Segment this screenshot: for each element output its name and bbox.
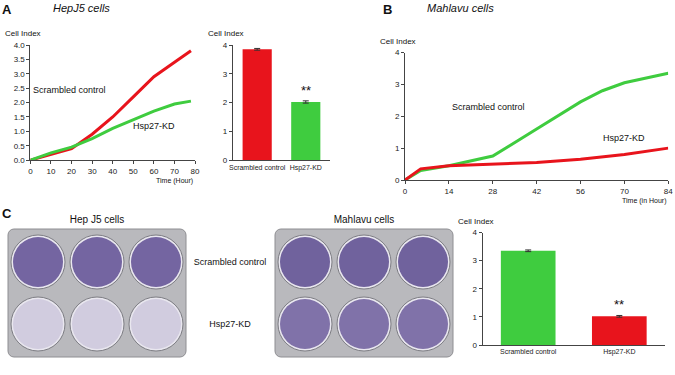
svg-text:Mahlavu cells: Mahlavu cells (334, 214, 395, 225)
svg-text:80: 80 (191, 167, 200, 176)
svg-text:2.0: 2.0 (14, 98, 26, 107)
svg-text:Mahlavu cells: Mahlavu cells (427, 2, 494, 14)
svg-text:1: 1 (223, 127, 228, 136)
svg-text:Cell Index: Cell Index (380, 37, 416, 46)
svg-text:4: 4 (473, 228, 478, 237)
svg-text:1: 1 (395, 144, 400, 153)
svg-text:3: 3 (395, 80, 400, 89)
svg-text:3: 3 (473, 256, 478, 265)
svg-text:2: 2 (473, 285, 478, 294)
svg-text:3.5: 3.5 (14, 55, 26, 64)
svg-text:B: B (383, 2, 392, 17)
svg-text:42: 42 (532, 187, 541, 196)
svg-text:Hsp27-KD: Hsp27-KD (133, 121, 175, 131)
svg-text:2.5: 2.5 (14, 84, 26, 93)
svg-text:84: 84 (664, 187, 673, 196)
svg-text:Time (in Hour): Time (in Hour) (622, 197, 666, 205)
svg-text:Hsp27-KD: Hsp27-KD (290, 164, 322, 172)
svg-text:56: 56 (576, 187, 585, 196)
svg-text:4: 4 (223, 41, 228, 50)
svg-text:40: 40 (108, 167, 117, 176)
svg-text:0: 0 (403, 187, 408, 196)
svg-text:**: ** (614, 297, 624, 312)
svg-text:1.0: 1.0 (14, 127, 26, 136)
svg-text:Scrambled control: Scrambled control (500, 348, 557, 355)
svg-text:0: 0 (28, 167, 33, 176)
svg-text:Scrambled control: Scrambled control (452, 102, 525, 112)
svg-text:10: 10 (47, 167, 56, 176)
svg-text:1: 1 (473, 313, 478, 322)
svg-text:2: 2 (223, 98, 228, 107)
svg-text:Scrambled control: Scrambled control (33, 85, 106, 95)
svg-text:A: A (2, 2, 12, 17)
svg-text:30: 30 (88, 167, 97, 176)
svg-text:70: 70 (620, 187, 629, 196)
svg-text:Hsp27-KD: Hsp27-KD (603, 348, 635, 356)
svg-text:0.0: 0.0 (14, 156, 26, 165)
svg-text:Hep J5 cells: Hep J5 cells (70, 214, 124, 225)
svg-text:3: 3 (223, 70, 228, 79)
svg-text:70: 70 (170, 167, 179, 176)
svg-text:Scrambled control: Scrambled control (194, 257, 267, 267)
svg-text:Cell Index: Cell Index (5, 29, 41, 38)
svg-text:3.0: 3.0 (14, 70, 26, 79)
svg-text:20: 20 (67, 167, 76, 176)
svg-text:Time (Hour): Time (Hour) (156, 177, 193, 185)
svg-text:4.0: 4.0 (14, 41, 26, 50)
svg-text:1.5: 1.5 (14, 113, 26, 122)
svg-text:14: 14 (444, 187, 453, 196)
svg-text:C: C (2, 206, 12, 221)
svg-text:0: 0 (395, 176, 400, 185)
svg-text:HepJ5 cells: HepJ5 cells (53, 2, 110, 14)
svg-text:0.5: 0.5 (14, 142, 26, 151)
svg-text:0: 0 (223, 156, 228, 165)
svg-text:28: 28 (488, 187, 497, 196)
svg-text:60: 60 (149, 167, 158, 176)
svg-text:Scrambled control: Scrambled control (229, 164, 286, 171)
svg-text:Cell Index: Cell Index (458, 217, 494, 226)
svg-text:2: 2 (395, 112, 400, 121)
svg-text:4: 4 (395, 48, 400, 57)
svg-text:50: 50 (129, 167, 138, 176)
svg-text:**: ** (301, 83, 311, 98)
svg-text:Cell Index: Cell Index (208, 29, 244, 38)
svg-text:Hsp27-KD: Hsp27-KD (209, 319, 251, 329)
svg-text:0: 0 (473, 341, 478, 350)
svg-text:Hsp27-KD: Hsp27-KD (603, 133, 645, 143)
